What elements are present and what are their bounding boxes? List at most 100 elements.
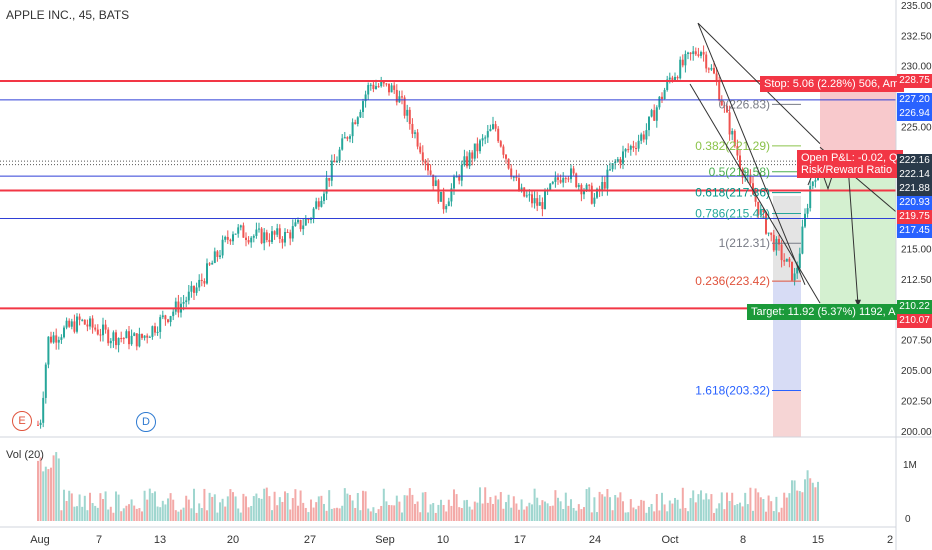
volume-bar [684, 507, 687, 521]
candle-body [780, 244, 783, 261]
volume-bar [757, 492, 760, 521]
volume-bar [109, 506, 112, 521]
candle-body [679, 59, 682, 79]
candle-body [94, 327, 97, 330]
candle-body [341, 138, 344, 150]
volume-bar [156, 506, 159, 521]
candle-body [213, 251, 216, 263]
candle-body [463, 156, 466, 165]
volume-bar [720, 492, 723, 521]
volume-bar [710, 494, 713, 521]
volume-bar [130, 499, 133, 521]
candle-body [271, 231, 273, 242]
candle-body [445, 206, 448, 210]
take-profit-tag[interactable]: Target: 11.92 (5.37%) 1192, A [747, 304, 903, 320]
price-tick-label: 215.00 [901, 244, 932, 255]
volume-bar [609, 497, 611, 521]
candle-body [653, 110, 656, 121]
volume-bar [122, 508, 125, 521]
candle-body [419, 146, 422, 153]
volume-bar [707, 499, 710, 521]
volume-bar [705, 493, 708, 521]
volume-bar [655, 494, 658, 521]
volume-bar [536, 497, 539, 521]
candle-body [557, 177, 559, 180]
fib-zone [773, 281, 801, 391]
candle-body [429, 170, 432, 175]
candle-body [684, 53, 687, 66]
volume-bar [453, 489, 455, 521]
volume-bar [91, 503, 94, 521]
volume-bar [746, 504, 749, 521]
volume-bar [572, 507, 575, 521]
volume-bar [99, 493, 102, 521]
candle-body [224, 236, 227, 240]
candle-body [232, 234, 234, 242]
volume-bar [354, 507, 357, 521]
volume-bar [544, 501, 546, 521]
volume-bar [484, 487, 487, 521]
volume-bar [666, 511, 669, 521]
candle-body [317, 201, 320, 207]
volume-bar [226, 496, 229, 521]
price-axis-marker: 227.20 [897, 92, 932, 107]
volume-bar [814, 487, 817, 521]
volume-bar [268, 496, 271, 521]
candle-body [788, 258, 791, 262]
volume-bar [117, 494, 120, 521]
volume-indicator-label[interactable]: Vol (20) [6, 449, 44, 461]
candle-body [70, 321, 73, 327]
stop-loss-tag[interactable]: Stop: 5.06 (2.28%) 506, Am [760, 76, 904, 92]
fib-level-label: 0.236(223.42) [695, 274, 770, 288]
volume-bar [325, 510, 328, 521]
candle-body [596, 188, 598, 198]
volume-bar [785, 497, 788, 521]
candle-body [258, 228, 260, 230]
time-tick-label: 24 [589, 534, 601, 546]
candle-body [307, 219, 310, 221]
volume-bar [284, 491, 286, 521]
volume-tick-label: 0 [905, 514, 911, 525]
volume-bar [681, 487, 684, 521]
volume-bar [369, 511, 372, 521]
candle-body [276, 228, 279, 235]
volume-bar [687, 511, 689, 521]
candle-body [156, 331, 159, 333]
candle-body [466, 156, 468, 167]
volume-bar [450, 505, 453, 521]
volume-bar [806, 470, 809, 521]
volume-bar [793, 480, 796, 521]
volume-bar [247, 507, 250, 521]
volume-bar [125, 505, 128, 521]
candle-body [55, 335, 58, 343]
volume-bar [575, 510, 578, 521]
volume-bar [146, 499, 149, 521]
candle-body [219, 255, 221, 257]
open-pnl-tag[interactable]: Open P&L: -0.02, Q Risk/Reward Ratio [797, 150, 903, 178]
volume-bar [359, 510, 362, 521]
candle-body [338, 149, 341, 161]
candle-body [427, 163, 429, 171]
candle-body [284, 232, 286, 243]
time-tick-label: Oct [661, 534, 678, 546]
volume-bar [187, 499, 190, 521]
candle-body [510, 168, 513, 177]
candle-body [130, 335, 133, 345]
volume-bar [512, 496, 515, 521]
volume-bar [473, 501, 476, 521]
volume-bar [635, 509, 637, 521]
volume-bar [102, 499, 104, 521]
candle-body [245, 237, 247, 241]
candle-body [359, 112, 362, 118]
candle-body [559, 179, 562, 183]
earnings-event-icon[interactable]: E [12, 411, 32, 431]
volume-bar [546, 503, 549, 521]
volume-bar [406, 495, 409, 521]
dividend-event-icon[interactable]: D [136, 412, 156, 432]
risk-reward-text: Risk/Reward Ratio [801, 164, 893, 176]
volume-bar [385, 501, 388, 521]
candle-body [432, 174, 435, 187]
candle-body [174, 301, 177, 312]
candle-body [78, 316, 81, 320]
